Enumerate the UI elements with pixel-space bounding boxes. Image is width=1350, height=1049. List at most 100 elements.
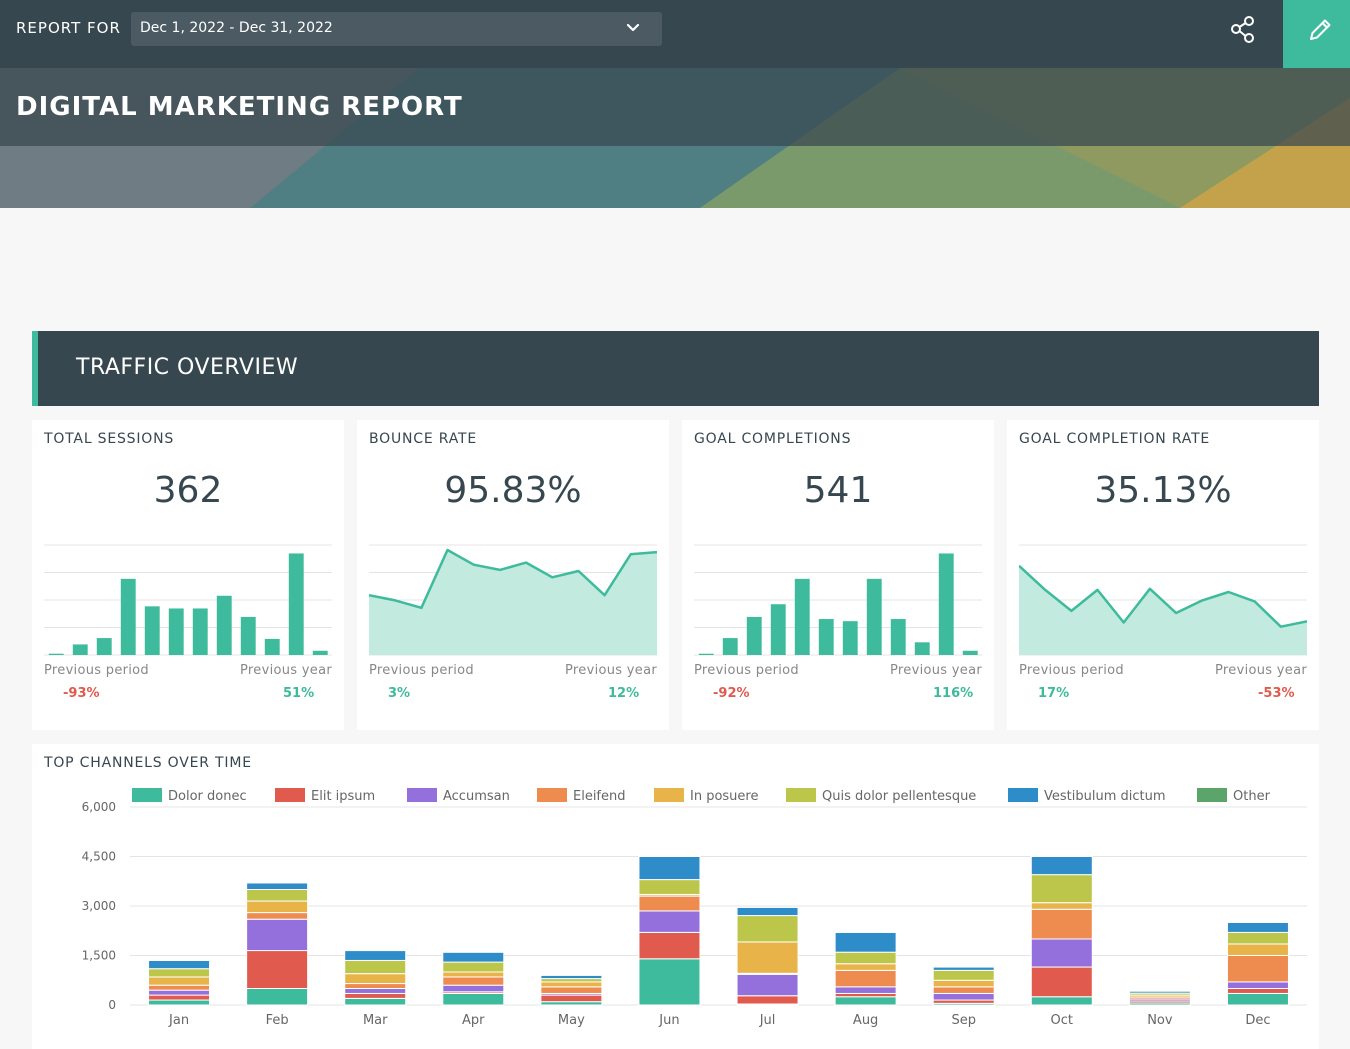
stacked-bar-segment[interactable] <box>442 984 505 993</box>
stacked-bar-segment[interactable] <box>148 968 211 978</box>
stacked-bar-segment[interactable] <box>932 992 995 1001</box>
legend-swatch <box>786 788 816 802</box>
stacked-bar-segment[interactable] <box>638 958 701 1006</box>
stacked-bar-segment[interactable] <box>344 983 407 990</box>
stacked-bar-segment[interactable] <box>834 986 897 994</box>
kpi-card-total-sessions: TOTAL SESSIONS 362 Previous period Previ… <box>32 420 344 730</box>
stacked-bar-segment[interactable] <box>246 882 309 890</box>
stacked-bar-segment[interactable] <box>1226 992 1289 1006</box>
sparkline-bar <box>288 553 304 655</box>
stacked-bar-segment[interactable] <box>1030 902 1093 910</box>
legend-swatch <box>407 788 437 802</box>
stacked-bar-segment[interactable] <box>834 951 897 965</box>
sparkline-bar <box>168 608 184 655</box>
kpi-card-goal-completion-rate: GOAL COMPLETION RATE 35.13% Previous per… <box>1007 420 1319 730</box>
stacked-bar-segment[interactable] <box>540 981 603 988</box>
previous-period-change: -93% <box>63 686 100 701</box>
stacked-bar-segment[interactable] <box>442 971 505 978</box>
stacked-bar-segment[interactable] <box>1030 856 1093 876</box>
stacked-bar-segment[interactable] <box>1226 955 1289 983</box>
kpi-value: 35.13% <box>1094 470 1232 511</box>
stacked-bar-segment[interactable] <box>148 989 211 996</box>
previous-period-change: -92% <box>713 686 750 701</box>
stacked-bar-segment[interactable] <box>344 973 407 985</box>
sparkline-bar <box>120 578 136 655</box>
stacked-bar-segment[interactable] <box>932 979 995 988</box>
sparkline-bar <box>938 553 954 655</box>
stacked-bar-segment[interactable] <box>344 988 407 994</box>
previous-year-label: Previous year <box>565 663 657 678</box>
stacked-bar-segment[interactable] <box>344 997 407 1006</box>
x-tick-label: Aug <box>853 1013 878 1028</box>
stacked-bar-segment[interactable] <box>1226 988 1289 994</box>
stacked-bar-segment[interactable] <box>638 879 701 895</box>
y-tick-label: 4,500 <box>82 850 116 864</box>
stacked-bar-segment[interactable] <box>736 915 799 943</box>
stacked-bar-segment[interactable] <box>344 992 407 999</box>
stacked-bar-segment[interactable] <box>148 959 211 970</box>
stacked-bar-segment[interactable] <box>736 906 799 917</box>
stacked-bar-segment[interactable] <box>344 950 407 961</box>
stacked-bar-segment[interactable] <box>442 951 505 963</box>
top-channels-chart: Dolor donec Elit ipsum Accumsan Eleifend In … <box>82 788 1307 1028</box>
y-tick-label: 1,500 <box>82 949 116 963</box>
stacked-bar-segment[interactable] <box>834 931 897 953</box>
stacked-bar-segment[interactable] <box>638 910 701 933</box>
stacked-bar-segment[interactable] <box>1030 966 1093 998</box>
stacked-bar-segment[interactable] <box>638 856 701 881</box>
sparkline-area <box>369 550 657 655</box>
chevron-down-icon <box>626 23 640 32</box>
date-range-value: Dec 1, 2022 - Dec 31, 2022 <box>140 20 333 36</box>
panel-title: TOP CHANNELS OVER TIME <box>44 755 252 771</box>
report-for-label: REPORT FOR <box>16 19 121 37</box>
previous-period-change: 17% <box>1038 686 1070 701</box>
stacked-bar-segment[interactable] <box>246 912 309 920</box>
stacked-bar-segment[interactable] <box>1030 938 1093 968</box>
stacked-bar-segment[interactable] <box>638 895 701 912</box>
stacked-bar-segment[interactable] <box>148 999 211 1006</box>
stacked-bar-segment[interactable] <box>834 963 897 971</box>
stacked-bar-segment[interactable] <box>932 986 995 994</box>
stacked-bar-segment[interactable] <box>736 995 799 1005</box>
stacked-bar-segment[interactable] <box>442 961 505 973</box>
share-icon <box>1231 16 1254 43</box>
share-button[interactable] <box>1222 10 1264 52</box>
stacked-bar-segment[interactable] <box>932 969 995 981</box>
sparkline-bar <box>240 616 256 655</box>
stacked-bar-segment[interactable] <box>246 900 309 914</box>
kpi-value: 362 <box>153 470 223 511</box>
stacked-bar-segment[interactable] <box>540 994 603 1003</box>
stacked-bar-segment[interactable] <box>148 976 211 986</box>
stacked-bar-segment[interactable] <box>540 986 603 994</box>
stacked-bar-segment[interactable] <box>1030 874 1093 904</box>
sparkline-bar <box>770 604 786 655</box>
x-tick-label: May <box>558 1013 585 1028</box>
stacked-bar-segment[interactable] <box>1226 922 1289 933</box>
stacked-bar-segment[interactable] <box>736 941 799 974</box>
stacked-bar-segment[interactable] <box>442 976 505 986</box>
stacked-bar-segment[interactable] <box>246 889 309 902</box>
stacked-bar-segment[interactable] <box>246 988 309 1006</box>
stacked-bar-segment[interactable] <box>736 973 799 997</box>
stacked-bar-segment[interactable] <box>148 984 211 991</box>
stacked-bar-segment[interactable] <box>344 959 407 975</box>
date-range-select[interactable]: Dec 1, 2022 - Dec 31, 2022 <box>131 12 662 46</box>
sparkline-bar <box>890 619 906 655</box>
stacked-bar-segment[interactable] <box>1226 931 1289 945</box>
y-tick-label: 3,000 <box>82 899 116 913</box>
stacked-bar-segment[interactable] <box>638 931 701 960</box>
top-channels-panel: Dolor donec Elit ipsum Accumsan Eleifend In … <box>32 744 1319 1049</box>
stacked-bar-segment[interactable] <box>1030 908 1093 940</box>
edit-button[interactable] <box>1283 0 1350 68</box>
stacked-bar-segment[interactable] <box>834 969 897 988</box>
stacked-bar-segment[interactable] <box>246 881 309 884</box>
stacked-bar-segment[interactable] <box>148 994 211 1001</box>
kpi-label: BOUNCE RATE <box>369 431 478 447</box>
stacked-bar-segment[interactable] <box>1226 943 1289 956</box>
stacked-bar-segment[interactable] <box>442 992 505 1006</box>
stacked-bar-segment[interactable] <box>246 950 309 990</box>
stacked-bar-segment[interactable] <box>1226 981 1289 989</box>
stacked-bar-segment[interactable] <box>1030 996 1093 1006</box>
stacked-bar-segment[interactable] <box>834 996 897 1006</box>
stacked-bar-segment[interactable] <box>246 918 309 952</box>
